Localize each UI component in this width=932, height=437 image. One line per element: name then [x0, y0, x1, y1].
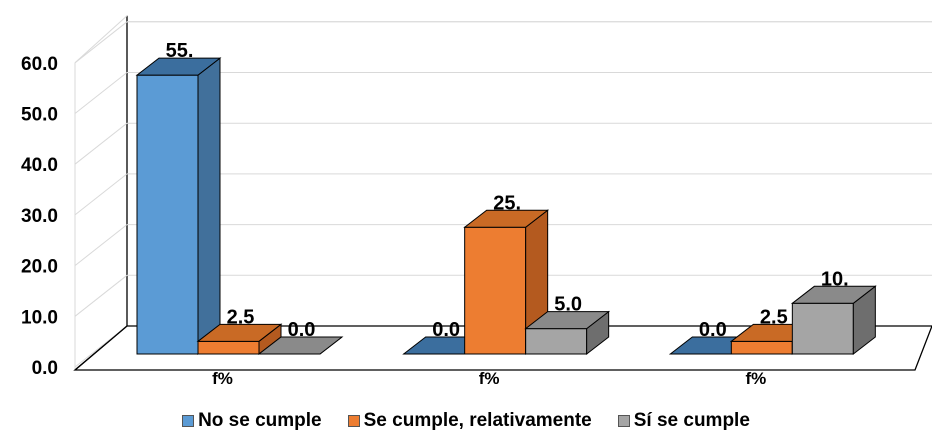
bar-top	[463, 209, 550, 228]
y-tick-label: 30.0	[21, 206, 58, 227]
legend-swatch-si-se-cumple	[617, 415, 630, 427]
data-label: 25.	[493, 192, 521, 214]
gridline-side	[74, 122, 128, 165]
bar-top	[257, 336, 344, 355]
gridline-side	[74, 224, 128, 266]
y-tick-label: 50.0	[21, 105, 58, 126]
data-label: 55.	[166, 40, 194, 62]
data-label: 5.0	[554, 294, 582, 316]
bar-side	[197, 57, 221, 356]
gridline-side	[74, 72, 128, 114]
y-tick-label: 0.0	[32, 358, 58, 379]
data-label: 10.	[821, 268, 849, 290]
data-label: 0.0	[699, 319, 727, 341]
legend-label-no-se-cumple: No se cumple	[198, 410, 322, 431]
y-tick-label: 10.0	[21, 307, 58, 328]
data-label: 2.5	[760, 306, 788, 328]
data-label: 0.0	[432, 319, 460, 341]
y-tick-label: 60.0	[21, 54, 58, 75]
gridline-side	[74, 173, 128, 216]
bar-top	[790, 285, 877, 304]
left-wall-edge	[74, 15, 128, 371]
data-label: 0.0	[288, 319, 316, 341]
category-label: f%	[212, 369, 233, 388]
legend-swatch-no-se-cumple	[182, 415, 195, 427]
legend: No se cumple Se cumple, relativamente Sí…	[0, 410, 932, 432]
bar-front	[197, 340, 260, 355]
legend-label-se-cumple-relativamente: Se cumple, relativamente	[363, 410, 592, 431]
data-label: 2.5	[227, 306, 255, 328]
bar-top	[524, 311, 611, 330]
category-label: f%	[745, 369, 766, 388]
legend-item-se-cumple-relativamente: Se cumple, relativamente	[347, 410, 592, 432]
left-wall-top-edge	[74, 15, 128, 64]
y-tick-label: 40.0	[21, 155, 58, 176]
bar-front	[136, 74, 199, 355]
category-label: f%	[479, 369, 500, 388]
gridline-side	[74, 21, 128, 64]
legend-item-no-se-cumple: No se cumple	[182, 410, 322, 432]
bar-front	[730, 340, 793, 355]
bar-front	[464, 226, 527, 355]
gridline-side	[74, 274, 128, 317]
bar-front	[791, 302, 854, 355]
legend-item-si-se-cumple: Sí se cumple	[617, 410, 750, 432]
floor	[73, 325, 932, 371]
bar-top	[135, 57, 222, 76]
y-tick-label: 20.0	[21, 257, 58, 278]
legend-label-si-se-cumple: Sí se cumple	[633, 410, 750, 431]
legend-swatch-se-cumple-relativamente	[347, 415, 360, 427]
bar-front	[525, 328, 588, 355]
bar-top	[196, 323, 283, 342]
